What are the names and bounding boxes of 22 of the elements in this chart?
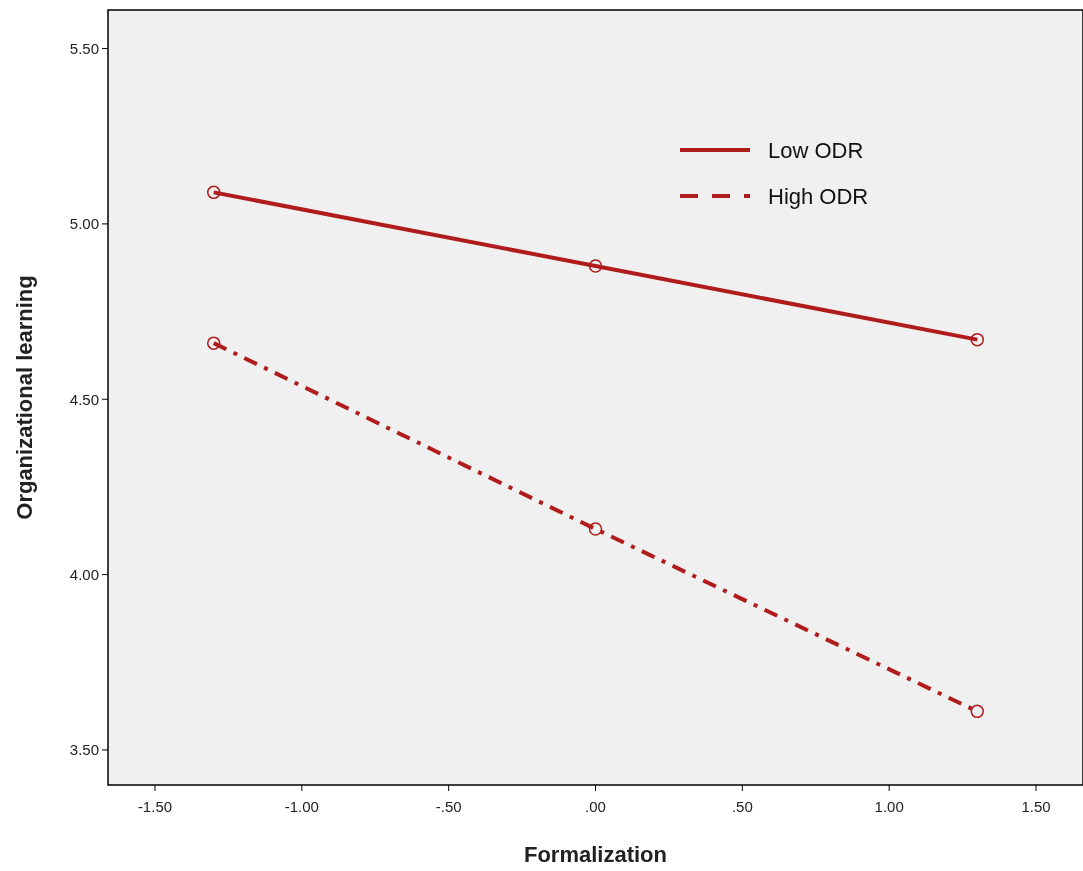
point bbox=[206, 336, 221, 350]
x-tick-label: 1.50 bbox=[1021, 798, 1051, 815]
x-tick-label: .00 bbox=[585, 798, 606, 815]
legend-label: High ODR bbox=[768, 183, 869, 209]
y-tick-label: 5.00 bbox=[69, 215, 99, 233]
x-tick-label: -.50 bbox=[435, 798, 462, 815]
point bbox=[206, 185, 221, 200]
y-tick-label: 5.50 bbox=[69, 39, 99, 57]
y-axis-title: Organizational learning bbox=[12, 275, 37, 520]
y-tick-label: 3.50 bbox=[69, 741, 99, 759]
point bbox=[970, 704, 985, 719]
legend-label: Low ODR bbox=[768, 137, 864, 163]
point bbox=[970, 332, 985, 347]
y-tick-label: 4.50 bbox=[69, 390, 99, 408]
x-tick-label: .50 bbox=[731, 798, 753, 815]
point bbox=[588, 522, 603, 536]
x-axis-title: Formalization bbox=[523, 842, 668, 867]
x-tick-label: -1.50 bbox=[137, 798, 173, 815]
x-tick-label: 1.00 bbox=[874, 798, 904, 815]
y-tick-label: 4.00 bbox=[69, 565, 99, 583]
point bbox=[588, 259, 603, 273]
x-tick-label: -1.00 bbox=[284, 798, 319, 815]
